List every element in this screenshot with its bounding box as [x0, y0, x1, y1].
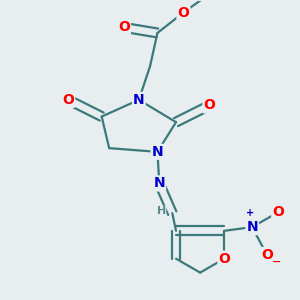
Text: H: H	[157, 206, 166, 216]
Text: O: O	[261, 248, 273, 262]
Text: O: O	[118, 20, 130, 34]
Text: O: O	[272, 205, 284, 219]
Text: O: O	[178, 5, 189, 20]
Text: O: O	[62, 93, 74, 107]
Text: N: N	[152, 145, 163, 159]
Text: N: N	[154, 176, 165, 190]
Text: N: N	[246, 220, 258, 234]
Text: N: N	[133, 93, 145, 107]
Text: +: +	[246, 208, 254, 218]
Text: O: O	[203, 98, 215, 112]
Text: −: −	[272, 256, 281, 267]
Text: O: O	[218, 252, 230, 266]
